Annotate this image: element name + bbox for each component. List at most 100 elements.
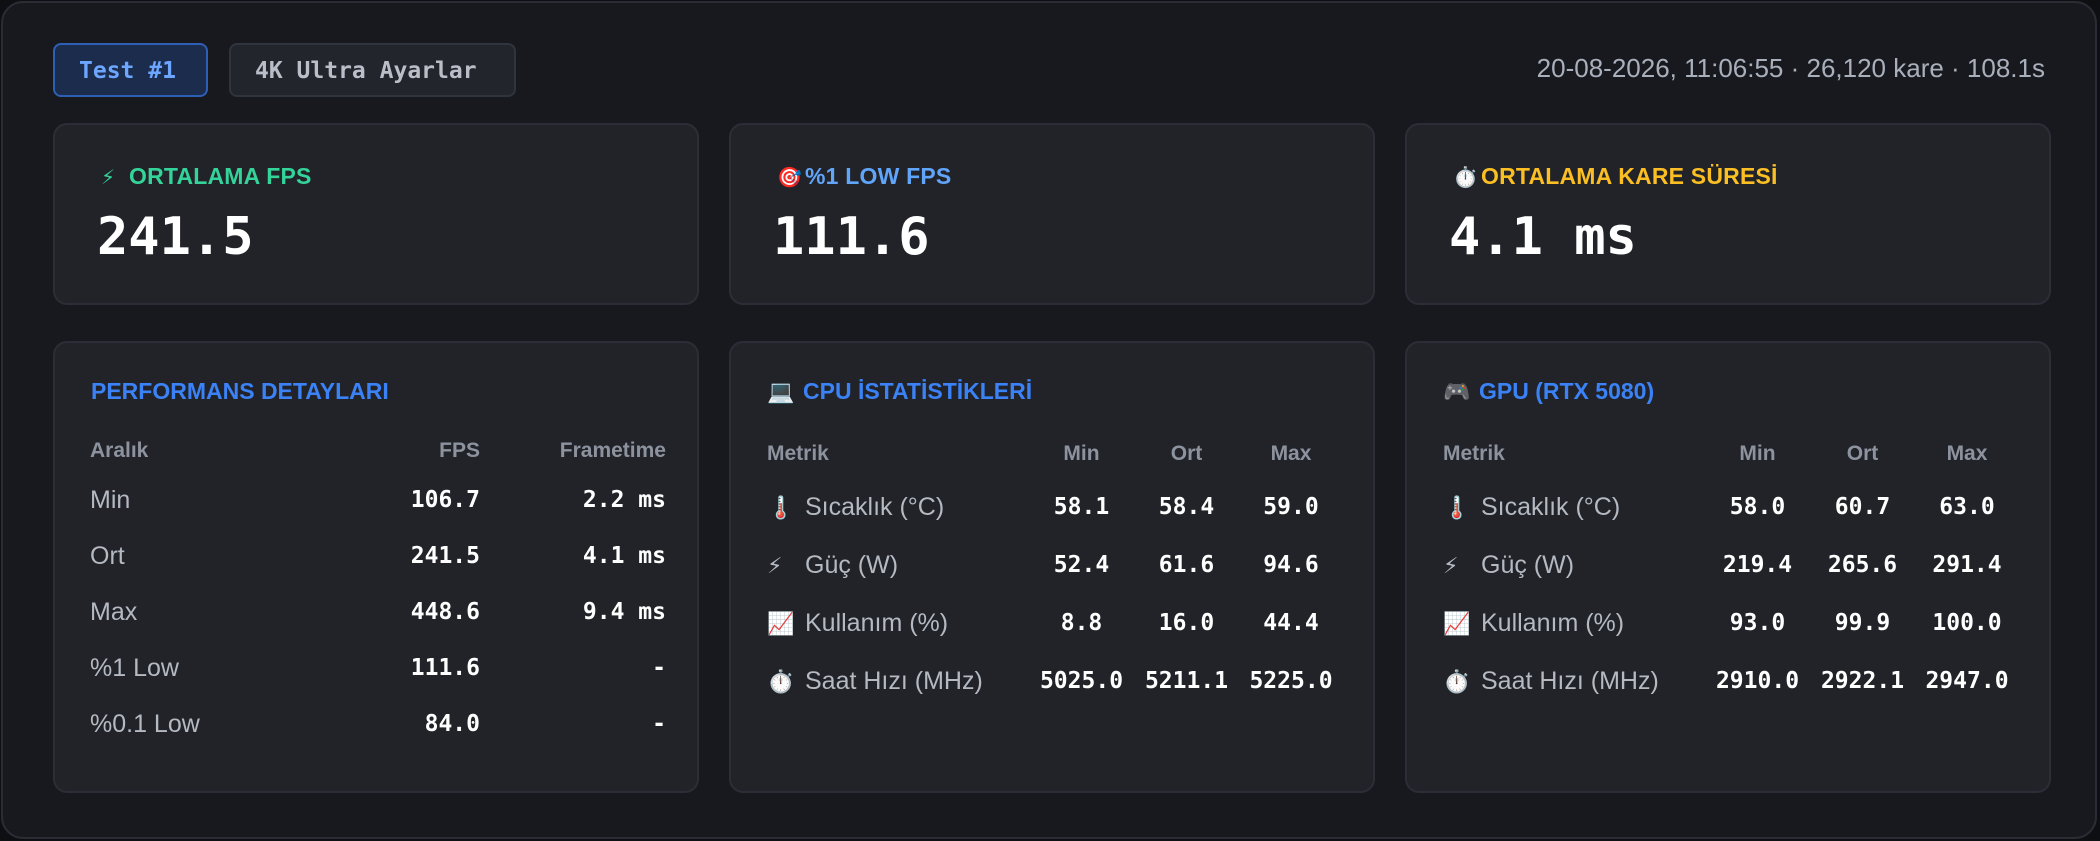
table-header-row: Aralık FPS Frametime [90,430,666,472]
avg-value: 99.9 [1834,610,1891,636]
metric-label: 🌡️ Sıcaklık (°C) [1443,478,1705,536]
gpu-stats-title-text: GPU (RTX 5080) [1479,378,1655,404]
cpu-stats-panel: 💻 CPU İSTATİSTİKLERİ Metrik Min Ort Max 🌡… [729,341,1375,793]
low1-fps-value: 111.6 [773,207,930,267]
frametime-value: 4.1 ms [582,543,666,569]
column-header: Max [1946,442,1988,465]
avg-frametime-label: ⏱️ ORTALAMA KARE SÜRESİ [1453,163,1778,190]
lightning-icon: ⚡ [767,552,783,578]
chart-increasing-icon: 📈 [767,610,795,636]
metric-label-text: Saat Hızı (MHz) [1481,666,1659,695]
fps-value: 106.7 [410,487,480,513]
low1-fps-card: 🎯 %1 LOW FPS 111.6 [729,123,1375,305]
fps-value: 111.6 [410,655,480,681]
table-header-row: Metrik Min Ort Max [1443,430,2019,478]
max-value: 291.4 [1932,552,2002,578]
column-header: Min [1739,442,1776,465]
max-value: 59.0 [1263,494,1319,520]
min-value: 52.4 [1053,552,1110,578]
stopwatch-icon: ⏱️ [1453,167,1479,189]
avg-value: 58.4 [1158,494,1215,520]
frametime-value: 2.2 ms [582,487,666,513]
table-header-row: Metrik Min Ort Max [767,430,1343,478]
avg-fps-value: 241.5 [97,207,254,267]
stopwatch-icon: ⏱️ [1443,668,1471,694]
min-value: 8.8 [1060,610,1103,636]
max-value: 94.6 [1263,552,1319,578]
table-row: ⏱️ Saat Hızı (MHz) 5025.0 5211.1 5225.0 [767,652,1343,710]
table-row: Ort 241.5 4.1 ms [90,528,666,584]
min-value: 93.0 [1729,610,1786,636]
cpu-stats-table: Metrik Min Ort Max 🌡️ Sıcaklık (°C) 58.1 … [767,430,1343,710]
table-row: Min 106.7 2.2 ms [90,472,666,528]
table-row: ⚡ Güç (W) 52.4 61.6 94.6 [767,536,1343,594]
range-label: %1 Low [90,653,179,682]
max-value: 63.0 [1939,494,1995,520]
table-row: 🌡️ Sıcaklık (°C) 58.1 58.4 59.0 [767,478,1343,536]
gpu-stats-table: Metrik Min Ort Max 🌡️ Sıcaklık (°C) 58.0 … [1443,430,2019,710]
column-header: Ort [1170,442,1203,465]
table-row: 📈 Kullanım (%) 93.0 99.9 100.0 [1443,594,2019,652]
performance-details-title: PERFORMANS DETAYLARI [91,378,389,404]
laptop-icon: 💻 [767,379,795,404]
range-label: Max [90,597,138,626]
max-value: 100.0 [1932,610,2002,636]
range-label: Min [90,485,131,514]
table-row: ⚡ Güç (W) 219.4 265.6 291.4 [1443,536,2019,594]
table-row: 📈 Kullanım (%) 8.8 16.0 44.4 [767,594,1343,652]
table-row: %0.1 Low 84.0 - [90,696,666,752]
low1-fps-label-text: %1 LOW FPS [805,163,952,189]
column-header: Min [1063,442,1100,465]
gpu-stats-title: 🎮 GPU (RTX 5080) [1443,378,1654,405]
column-header: Metrik [767,442,829,465]
avg-value: 61.6 [1158,552,1215,578]
avg-fps-card: ⚡ ORTALAMA FPS 241.5 [53,123,699,305]
test-number-tag[interactable]: Test #1 [53,43,208,97]
avg-fps-label: ⚡ ORTALAMA FPS [101,163,312,190]
metric-label: 📈 Kullanım (%) [767,594,1029,652]
header-bar: Test #1 4K Ultra Ayarlar 20-08-2026, 11:… [53,43,2045,97]
table-row: ⏱️ Saat Hızı (MHz) 2910.0 2922.1 2947.0 [1443,652,2019,710]
fps-value: 84.0 [424,711,480,737]
gpu-stats-panel: 🎮 GPU (RTX 5080) Metrik Min Ort Max 🌡️ Sıc… [1405,341,2051,793]
metric-label-text: Sıcaklık (°C) [805,492,945,521]
game-controller-icon: 🎮 [1443,379,1471,404]
avg-frametime-value: 4.1 ms [1449,207,1637,267]
avg-value: 265.6 [1827,552,1898,578]
min-value: 5025.0 [1039,668,1124,694]
metric-label: 📈 Kullanım (%) [1443,594,1705,652]
avg-value: 60.7 [1834,494,1891,520]
metric-label: ⏱️ Saat Hızı (MHz) [767,652,1029,710]
max-value: 44.4 [1263,610,1319,636]
metric-label-text: Güç (W) [1481,550,1575,579]
table-row: Max 448.6 9.4 ms [90,584,666,640]
avg-value: 2922.1 [1820,668,1905,694]
metric-label-text: Sıcaklık (°C) [1481,492,1621,521]
min-value: 219.4 [1722,552,1793,578]
frametime-value: - [652,655,666,681]
table-row: 🌡️ Sıcaklık (°C) 58.0 60.7 63.0 [1443,478,2019,536]
cpu-stats-title: 💻 CPU İSTATİSTİKLERİ [767,378,1032,405]
avg-value: 16.0 [1158,610,1215,636]
avg-value: 5211.1 [1144,668,1229,694]
metric-label-text: Saat Hızı (MHz) [805,666,983,695]
column-header: Aralık [90,439,149,462]
low1-fps-label: 🎯 %1 LOW FPS [777,163,951,190]
frametime-value: - [652,711,666,737]
fps-value: 448.6 [410,599,480,625]
column-header: Metrik [1443,442,1505,465]
min-value: 58.1 [1053,494,1110,520]
metric-label-text: Kullanım (%) [1481,608,1625,637]
frametime-value: 9.4 ms [582,599,666,625]
cpu-stats-title-text: CPU İSTATİSTİKLERİ [803,378,1033,404]
settings-preset-tag[interactable]: 4K Ultra Ayarlar [229,43,516,97]
thermometer-icon: 🌡️ [1443,494,1471,520]
max-value: 5225.0 [1249,668,1333,694]
column-header: Ort [1846,442,1879,465]
performance-table: Aralık FPS Frametime Min 106.7 2.2 ms Or… [90,430,666,752]
table-row: %1 Low 111.6 - [90,640,666,696]
thermometer-icon: 🌡️ [767,494,795,520]
metric-label-text: Güç (W) [805,550,899,579]
min-value: 58.0 [1729,494,1786,520]
